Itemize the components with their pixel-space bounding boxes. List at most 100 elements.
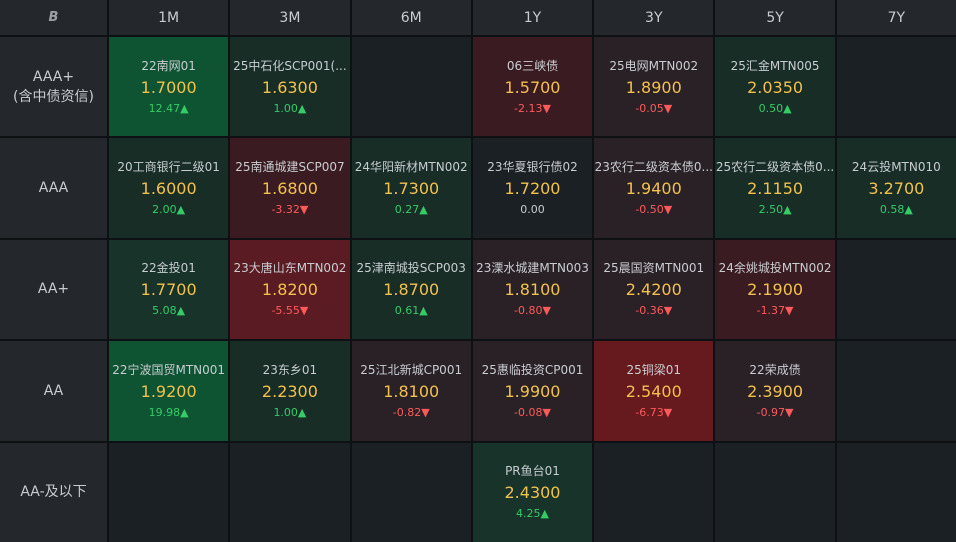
bond-yield: 1.9400 [625, 179, 682, 199]
row-header: AAA+ (含中债资信) [0, 37, 107, 137]
column-header-1m[interactable]: 1M [109, 0, 229, 35]
bond-change: -0.97▼ [756, 405, 794, 419]
bond-cell[interactable]: 23大唐山东MTN002 1.8200 -5.55▼ [230, 239, 350, 340]
row-header-label: AAA [38, 180, 69, 197]
bond-name: 22南网01 [141, 58, 196, 73]
bond-cell[interactable]: 22金投01 1.7700 5.08▲ [109, 239, 229, 340]
column-header-3y[interactable]: 3Y [594, 0, 714, 35]
bond-cell[interactable]: 22宁波国贸MTN001 1.9200 19.98▲ [109, 341, 229, 441]
bond-cell[interactable]: 22荣成债 2.3900 -0.97▼ [715, 341, 835, 441]
bond-cell[interactable]: 25中石化SCP001(... 1.6300 1.00▲ [230, 37, 350, 137]
bond-name: 23华夏银行债02 [487, 160, 578, 175]
bond-yield: 1.5700 [504, 77, 561, 97]
bond-cell[interactable]: 06三峡债 1.5700 -2.13▼ [472, 37, 593, 137]
bond-name: 23大唐山东MTN002 [233, 261, 347, 276]
bond-change: 1.00▲ [273, 405, 307, 419]
bond-cell[interactable]: 25电网MTN002 1.8900 -0.05▼ [594, 37, 714, 137]
bond-change: 0.61▲ [394, 304, 428, 318]
empty-cell [351, 442, 471, 542]
row-header: AA+ [0, 239, 107, 340]
empty-cell [836, 341, 956, 441]
bond-name: 25汇金MTN005 [730, 58, 820, 73]
bond-change: -2.13▼ [514, 101, 551, 115]
corner-logo-cell: B [0, 0, 107, 35]
bond-change: -0.80▼ [514, 304, 551, 318]
bond-yield: 1.9200 [140, 381, 197, 401]
column-header-6m[interactable]: 6M [351, 0, 471, 35]
bond-cell[interactable]: 23华夏银行债02 1.7200 0.00 [472, 138, 593, 238]
bond-cell[interactable]: PR鱼台01 2.4300 4.25▲ [472, 442, 593, 542]
empty-cell [836, 37, 956, 137]
bond-name: 25南通城建SCP007 [235, 160, 345, 175]
bond-name: 25惠临投资CP001 [481, 362, 584, 377]
bond-cell[interactable]: 25汇金MTN005 2.0350 0.50▲ [715, 37, 835, 137]
empty-cell [594, 442, 714, 542]
bond-name: 20工商银行二级01 [117, 160, 220, 175]
bond-cell[interactable]: 25津南城投SCP003 1.8700 0.61▲ [351, 239, 471, 340]
bond-cell[interactable]: 24云投MTN010 3.2700 0.58▲ [836, 138, 956, 238]
bond-name: 23东乡01 [262, 362, 318, 377]
bond-cell[interactable]: 25江北新城CP001 1.8100 -0.82▼ [351, 341, 471, 441]
bond-name: 24余姚城投MTN002 [718, 261, 832, 276]
bond-cell[interactable]: 23溧水城建MTN003 1.8100 -0.80▼ [472, 239, 593, 340]
bond-name: 25铜梁01 [626, 362, 682, 377]
bond-change: 0.00 [520, 203, 545, 217]
column-header-1y[interactable]: 1Y [472, 0, 593, 35]
bond-yield: 2.1150 [747, 179, 804, 199]
bond-yield: 1.7700 [140, 280, 197, 300]
bond-yield: 1.7000 [140, 77, 197, 97]
empty-cell [836, 239, 956, 340]
bond-name: PR鱼台01 [505, 464, 560, 479]
bond-change: -0.50▼ [635, 203, 673, 217]
empty-cell [109, 442, 229, 542]
bond-change: -0.05▼ [635, 101, 673, 115]
bond-change: 1.00▲ [273, 101, 307, 115]
bond-change: 5.08▲ [152, 304, 186, 318]
bond-change: -1.37▼ [756, 304, 794, 318]
bond-change: -0.08▼ [514, 405, 551, 419]
bond-change: 2.50▲ [758, 203, 792, 217]
bond-cell[interactable]: 25晨国资MTN001 2.4200 -0.36▼ [594, 239, 714, 340]
empty-cell [230, 442, 350, 542]
column-header-7y[interactable]: 7Y [836, 0, 956, 35]
bond-change: 2.00▲ [152, 203, 186, 217]
bond-cell[interactable]: 25惠临投资CP001 1.9900 -0.08▼ [472, 341, 593, 441]
empty-cell [715, 442, 835, 542]
bond-yield: 1.7200 [504, 179, 561, 199]
bond-yield: 1.8900 [625, 77, 682, 97]
bond-change: 0.50▲ [758, 101, 792, 115]
row-header-label: (含中债资信) [13, 88, 94, 105]
bond-change: -5.55▼ [271, 304, 309, 318]
bond-cell[interactable]: 23东乡01 2.2300 1.00▲ [230, 341, 350, 441]
bond-yield: 2.5400 [625, 381, 682, 401]
bond-yield: 1.8100 [504, 280, 561, 300]
bond-name: 25津南城投SCP003 [356, 261, 466, 276]
empty-cell [351, 37, 471, 137]
bond-yield: 2.1900 [747, 280, 804, 300]
bond-yield: 2.0350 [747, 77, 804, 97]
bond-cell[interactable]: 24余姚城投MTN002 2.1900 -1.37▼ [715, 239, 835, 340]
bond-name: 22金投01 [141, 261, 196, 276]
bond-cell[interactable]: 24华阳新材MTN002 1.7300 0.27▲ [351, 138, 471, 238]
bond-cell[interactable]: 25农行二级资本债0... 2.1150 2.50▲ [715, 138, 835, 238]
bond-cell[interactable]: 23农行二级资本债0... 1.9400 -0.50▼ [594, 138, 714, 238]
bond-change: 0.58▲ [879, 203, 913, 217]
bond-change: -6.73▼ [635, 405, 673, 419]
bond-yield: 1.6800 [261, 179, 318, 199]
bond-cell[interactable]: 25铜梁01 2.5400 -6.73▼ [594, 341, 714, 441]
bond-name: 25晨国资MTN001 [603, 261, 705, 276]
bond-yield: 1.7300 [383, 179, 440, 199]
bond-cell[interactable]: 25南通城建SCP007 1.6800 -3.32▼ [230, 138, 350, 238]
bond-yield: 1.8700 [383, 280, 440, 300]
row-header-label: AA-及以下 [20, 484, 87, 501]
column-header-5y[interactable]: 5Y [715, 0, 835, 35]
bond-cell[interactable]: 22南网01 1.7000 12.47▲ [109, 37, 229, 137]
column-header-3m[interactable]: 3M [230, 0, 350, 35]
bond-name: 25农行二级资本债0... [715, 160, 835, 175]
bond-name: 06三峡债 [506, 58, 559, 73]
bond-cell[interactable]: 20工商银行二级01 1.6000 2.00▲ [109, 138, 229, 238]
row-header-label: AAA+ [32, 68, 75, 85]
bond-yield: 1.8200 [261, 280, 318, 300]
bond-yield: 3.2700 [868, 179, 925, 199]
bond-yield: 2.3900 [747, 381, 804, 401]
